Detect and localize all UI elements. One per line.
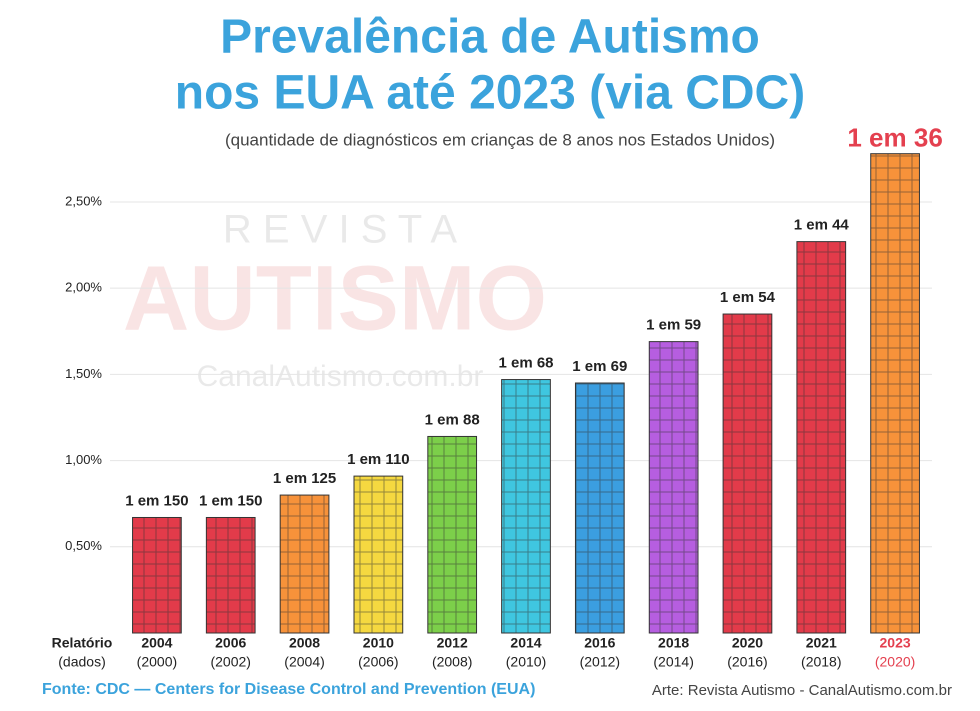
x-axis-label: (dados)	[58, 654, 105, 670]
bar-texture	[280, 495, 329, 633]
data-label: 1 em 36	[847, 123, 942, 153]
bar-texture	[501, 379, 551, 633]
watermark-text: CanalAutismo.com.br	[197, 360, 484, 393]
bar-texture	[132, 517, 182, 633]
x-tick-sublabel: (2012)	[580, 654, 620, 670]
x-tick-sublabel: (2010)	[506, 654, 546, 670]
credit: Arte: Revista Autismo - CanalAutismo.com…	[652, 682, 952, 699]
y-tick-label: 1,00%	[65, 452, 102, 467]
data-label: 1 em 150	[199, 492, 262, 509]
y-tick-label: 2,00%	[65, 280, 102, 295]
x-tick-label: 2020	[732, 635, 763, 651]
watermark-text: R E V I S T A	[223, 208, 458, 252]
chart-title: nos EUA até 2023 (via CDC)	[175, 67, 805, 120]
x-tick-sublabel: (2008)	[432, 654, 472, 670]
data-label: 1 em 125	[273, 470, 336, 487]
bar-texture	[796, 241, 846, 633]
bar-texture	[427, 436, 477, 633]
bar-texture	[723, 314, 772, 633]
data-label: 1 em 59	[646, 317, 701, 334]
data-label: 1 em 88	[425, 411, 480, 428]
chart-subtitle: (quantidade de diagnósticos em crianças …	[225, 130, 775, 149]
x-tick-label: 2021	[806, 635, 837, 651]
x-tick-sublabel: (2020)	[875, 654, 915, 670]
x-tick-sublabel: (2000)	[137, 654, 177, 670]
x-tick-sublabel: (2014)	[653, 654, 693, 670]
bar-texture	[575, 383, 625, 633]
x-tick-sublabel: (2004)	[284, 654, 324, 670]
data-label: 1 em 68	[498, 355, 553, 372]
watermark: R E V I S T A AUTISMO CanalAutismo.com.b…	[123, 208, 547, 393]
data-label: 1 em 150	[125, 492, 188, 509]
x-tick-sublabel: (2006)	[358, 654, 398, 670]
x-tick-label: 2018	[658, 635, 689, 651]
x-tick-label: 2014	[510, 635, 541, 651]
watermark-text: AUTISMO	[123, 247, 547, 349]
x-tick-label: 2023	[880, 635, 911, 651]
source: Fonte: CDC — Centers for Disease Control…	[42, 681, 535, 698]
data-label: 1 em 110	[347, 451, 410, 468]
x-tick-label: 2010	[363, 635, 394, 651]
chart-title: Prevalência de Autismo	[220, 11, 760, 64]
bar-texture	[870, 153, 920, 634]
x-tick-label: 2012	[437, 635, 468, 651]
x-tick-sublabel: (2016)	[727, 654, 767, 670]
data-label: 1 em 69	[572, 358, 627, 375]
x-axis-label: Relatório	[52, 635, 113, 651]
y-tick-label: 1,50%	[65, 366, 102, 381]
bar-texture	[649, 341, 698, 633]
data-label: 1 em 44	[794, 217, 850, 234]
bar-texture	[206, 517, 256, 633]
y-tick-label: 2,50%	[65, 193, 102, 208]
x-tick-label: 2006	[215, 635, 246, 651]
x-tick-label: 2004	[141, 635, 172, 651]
x-tick-label: 2016	[584, 635, 615, 651]
bar-texture	[354, 476, 403, 633]
x-tick-sublabel: (2018)	[801, 654, 841, 670]
y-tick-label: 0,50%	[65, 538, 102, 553]
x-tick-sublabel: (2002)	[210, 654, 250, 670]
x-tick-label: 2008	[289, 635, 320, 651]
data-label: 1 em 54	[720, 289, 776, 306]
